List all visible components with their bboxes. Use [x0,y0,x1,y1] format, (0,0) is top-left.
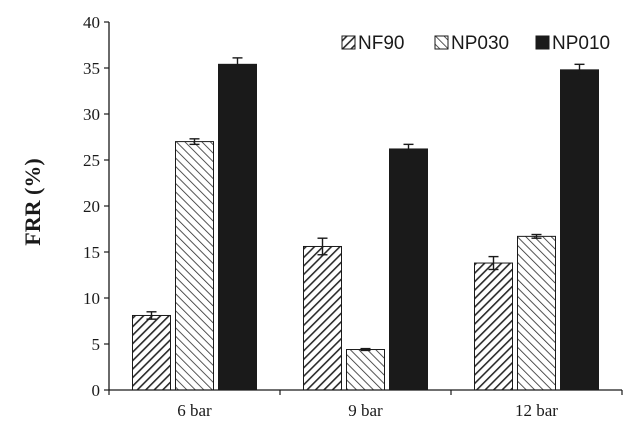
y-tick-label: 15 [83,243,100,262]
x-tick-label: 6 bar [177,401,212,420]
legend-swatch [535,35,550,50]
error-bar [232,57,243,72]
error-bar [360,347,371,352]
y-tick-label: 0 [92,381,101,400]
legend-swatch [341,35,356,50]
error-bar [574,63,585,77]
error-bar [146,311,157,320]
legend-item-np030: NP030 [434,33,509,54]
legend-item-np010: NP010 [535,33,610,54]
y-tick-label: 5 [92,335,101,354]
y-tick-label: 25 [83,151,100,170]
x-tick-label: 9 bar [348,401,383,420]
bar-np030-12-bar [517,235,556,391]
error-bar [317,237,328,256]
legend: NF90 NP030 NP010 [341,33,610,54]
bar-np030-6-bar [175,141,214,391]
bar-nf90-12-bar [474,262,513,391]
legend-label: NF90 [358,33,404,54]
bars [132,63,599,391]
y-tick-label: 10 [83,289,100,308]
y-tick-label: 40 [83,13,100,32]
error-bar [403,143,414,155]
y-tick-label: 30 [83,105,100,124]
y-axis-ticks: 0 5 10 15 20 25 30 35 40 [83,13,109,400]
bar-np010-12-bar [560,69,599,391]
legend-label: NP010 [552,33,610,54]
bar-np010-9-bar [389,148,428,391]
error-bar [531,233,542,239]
y-tick-label: 35 [83,59,100,78]
legend-label: NP030 [451,33,509,54]
bar-nf90-9-bar [303,245,342,391]
error-bar [488,255,499,271]
y-axis-title: FRR (%) [20,158,45,245]
y-tick-label: 20 [83,197,100,216]
bar-np010-6-bar [218,63,257,391]
bar-nf90-6-bar [132,314,171,391]
error-bar [189,138,200,146]
error-bars [146,57,585,352]
bar-np030-9-bar [346,349,385,391]
legend-item-nf90: NF90 [341,33,404,54]
legend-swatch [434,35,449,50]
x-tick-label: 12 bar [515,401,558,420]
x-axis-ticks: 6 bar 9 bar 12 bar [108,390,623,420]
